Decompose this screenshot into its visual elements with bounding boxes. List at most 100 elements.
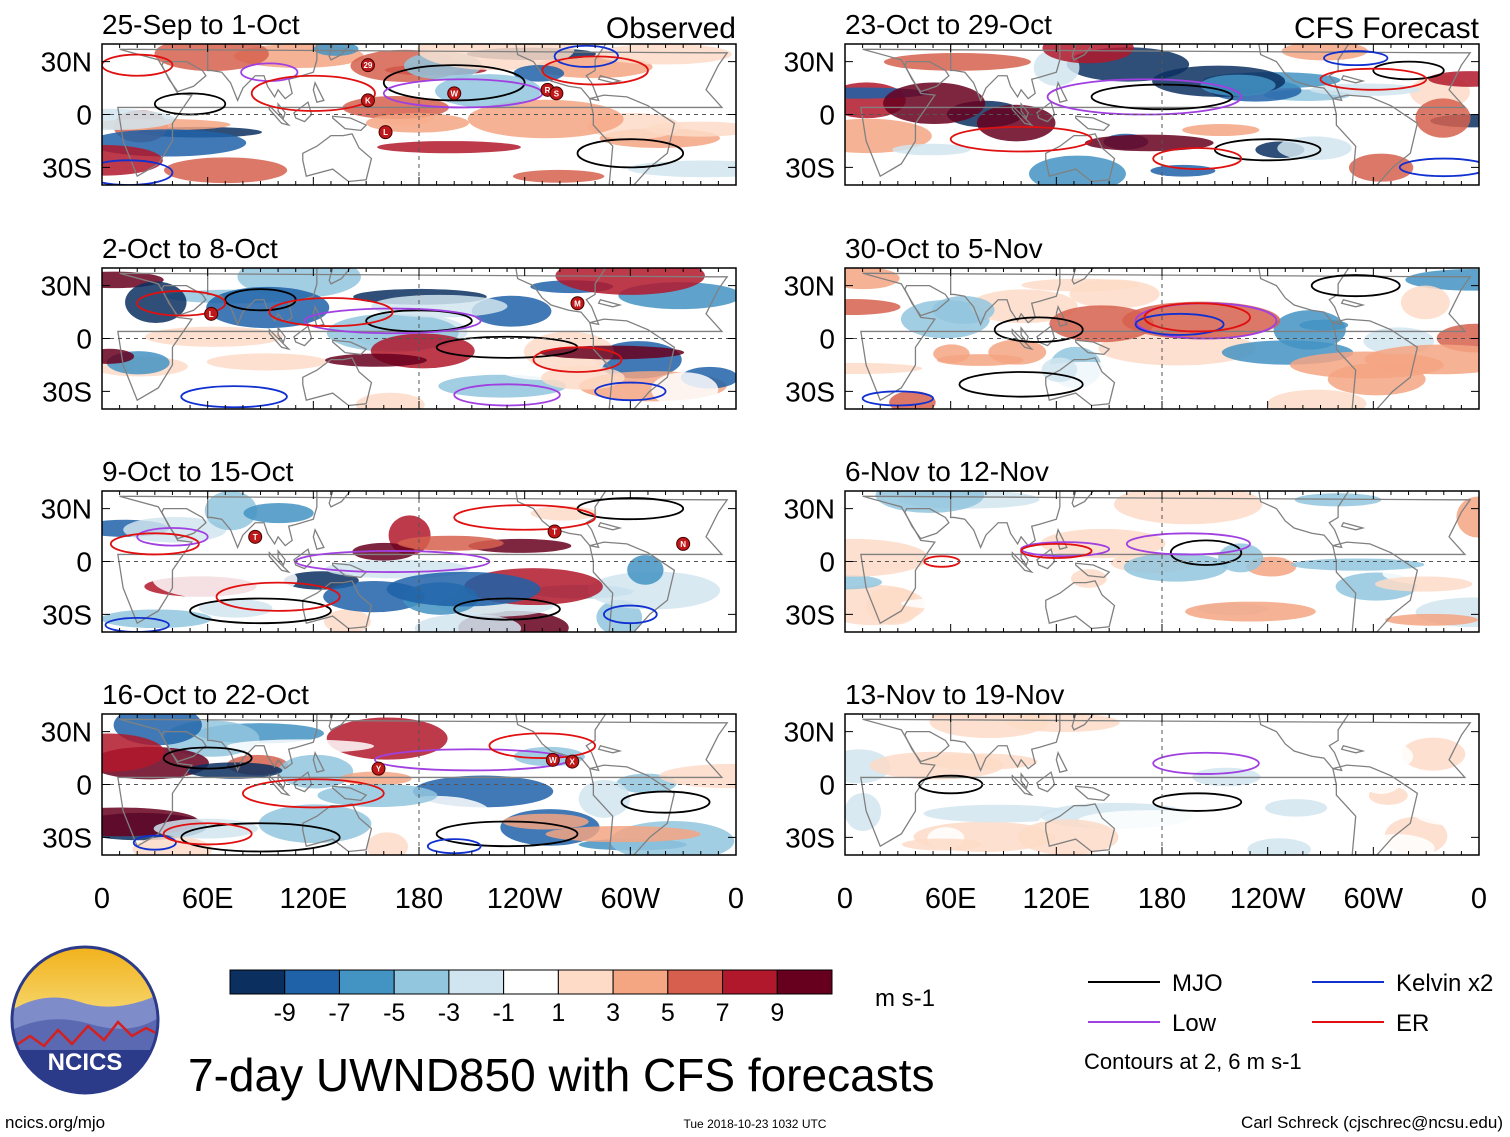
storm-marker[interactable]: N — [676, 536, 691, 551]
anomaly-patch — [1028, 155, 1126, 185]
mjo-contour — [1169, 539, 1243, 566]
anomaly-patch — [645, 121, 736, 137]
anomaly-patch — [1364, 344, 1479, 375]
coastline — [1332, 94, 1419, 185]
contour-note: Contours at 2, 6 m s-1 — [1084, 1049, 1302, 1074]
anomaly-patch — [923, 804, 1075, 823]
coastline — [0, 542, 40, 632]
storm-marker[interactable]: W — [447, 86, 462, 101]
main-title: 7-day UWND850 with CFS forecasts — [188, 1049, 934, 1101]
storm-label: W — [450, 89, 458, 98]
er-contour — [1152, 147, 1243, 171]
coastline — [302, 803, 373, 853]
er-contour — [162, 822, 253, 846]
panel-field-p4: Y W X — [102, 714, 736, 855]
colorbar-label: 9 — [770, 999, 784, 1027]
coastline — [904, 284, 950, 317]
coastline — [1340, 298, 1366, 308]
storm-marker[interactable]: Y — [371, 761, 386, 776]
coastline — [1045, 803, 1116, 853]
storm-marker[interactable]: M — [570, 296, 585, 311]
footer-url[interactable]: ncics.org/mjo — [5, 1113, 105, 1132]
low-contour — [136, 527, 209, 547]
y-tick-label: 30N — [784, 47, 835, 78]
coastline — [293, 101, 313, 123]
er-contour — [136, 290, 227, 317]
colorbar-swatch — [229, 969, 286, 995]
x-tick-label: 180 — [1138, 883, 1186, 915]
coastline — [597, 744, 623, 754]
coastline — [1011, 551, 1034, 574]
anomaly-patch — [1400, 285, 1450, 320]
y-tick-label: 0 — [76, 324, 92, 355]
coastline — [1332, 541, 1419, 632]
coastline — [207, 714, 318, 773]
anomaly-patch — [932, 296, 995, 324]
y-tick-label: 30N — [784, 271, 835, 302]
panel-period-title: 2-Oct to 8-Oct — [102, 233, 278, 264]
storm-marker[interactable]: W — [545, 752, 560, 767]
anomaly-patch — [1123, 552, 1228, 582]
colorbar: -9 -7 -5 -3 -1 1 3 5 7 9 — [229, 969, 833, 1027]
mjo-contour — [189, 597, 332, 625]
anomaly-patch — [845, 118, 932, 154]
coastline — [1020, 102, 1029, 120]
coastline — [268, 774, 291, 797]
anomaly-patch — [659, 763, 736, 789]
storm-marker[interactable]: L — [204, 306, 219, 321]
storm-marker[interactable]: L — [378, 125, 393, 140]
logo-text: NCICS — [48, 1049, 123, 1076]
storm-marker[interactable]: T — [248, 529, 263, 544]
colorbar-swatch — [338, 969, 395, 995]
storm-label: R — [545, 86, 551, 95]
anomaly-patch — [1405, 269, 1479, 291]
panel-field-p8 — [845, 714, 1479, 855]
anomaly-patch — [258, 804, 372, 844]
storm-marker[interactable]: 29 — [360, 58, 375, 73]
storm-marker[interactable]: X — [565, 754, 580, 769]
anomaly-patch — [845, 749, 891, 784]
storm-marker[interactable]: T — [547, 524, 562, 539]
colorbar-label: -7 — [328, 999, 350, 1027]
anomaly-patch — [323, 609, 371, 632]
coastline — [302, 357, 373, 407]
anomaly-patch — [1348, 153, 1414, 182]
er-contour — [1143, 302, 1251, 333]
coastline — [207, 268, 318, 327]
panel-period-title: 25-Sep to 1-Oct — [102, 9, 300, 40]
er-contour — [488, 732, 597, 759]
storm-marker[interactable]: K — [360, 93, 375, 108]
panel-field-p6 — [845, 268, 1479, 409]
anomaly-patch — [1069, 279, 1160, 309]
y-tick-label: 30N — [41, 271, 92, 302]
coastline — [950, 491, 1061, 550]
mjo-contour — [576, 138, 685, 169]
coastline — [1340, 74, 1366, 84]
x-tick-label: 180 — [395, 883, 443, 915]
coastline — [207, 44, 318, 103]
coastline — [589, 318, 676, 409]
storm-marker[interactable]: S — [549, 86, 564, 101]
anomaly-patch — [1357, 834, 1435, 855]
ncics-logo[interactable]: NCICS — [10, 945, 160, 1095]
coastline — [277, 326, 286, 344]
x-tick-label: 120E — [279, 883, 347, 915]
kelvin-contour — [102, 159, 174, 185]
er-contour — [250, 74, 376, 112]
mjo-contour — [993, 316, 1084, 343]
panel-p1: 29 K L W R S 30N 0 30S 25-Sep to 1-Oct Observed — [41, 9, 737, 186]
coastline — [293, 771, 313, 793]
mjo-contour — [162, 746, 253, 770]
storm-icon — [371, 761, 386, 776]
colorbar-label: 1 — [551, 999, 565, 1027]
legend: MJO Kelvin x2 Low ER — [1088, 970, 1493, 1037]
storm-label: N — [680, 540, 686, 549]
storm-icon — [447, 86, 462, 101]
panel-p5: 30N 0 30S 23-Oct to 29-Oct CFS Forecast — [784, 9, 1480, 186]
anomaly-patch — [1070, 569, 1107, 588]
panel-p8: 30N 0 30S 13-Nov to 19-Nov — [784, 679, 1480, 856]
anomaly-patch — [204, 491, 257, 531]
x-tick-label: 60W — [601, 883, 661, 915]
colorbar-swatch — [612, 969, 669, 995]
y-tick-label: 30N — [41, 717, 92, 748]
